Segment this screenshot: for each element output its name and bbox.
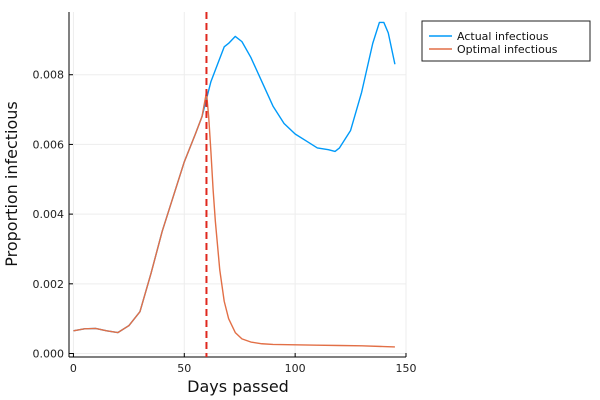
y-axis-title: Proportion infectious <box>2 101 21 266</box>
x-tick-label: 50 <box>177 362 191 375</box>
series-line-1 <box>73 91 395 348</box>
y-tick-label: 0.000 <box>33 348 65 361</box>
x-tick-labels: 0 50 100 150 <box>70 353 417 375</box>
legend-label-actual: Actual infectious <box>457 30 549 43</box>
series <box>73 21 396 348</box>
axes <box>68 12 406 358</box>
y-tick-label: 0.006 <box>33 138 65 151</box>
x-tick-label: 0 <box>70 362 77 375</box>
x-tick-label: 100 <box>285 362 306 375</box>
y-tick-label: 0.004 <box>33 208 65 221</box>
legend: Actual infectious Optimal infectious <box>421 20 591 62</box>
legend-box <box>421 20 591 62</box>
y-tick-label: 0.008 <box>33 69 65 82</box>
x-tick-label: 150 <box>396 362 417 375</box>
y-tick-label: 0.002 <box>33 278 65 291</box>
grid <box>69 12 407 357</box>
x-axis-title: Days passed <box>187 377 289 396</box>
legend-label-optimal: Optimal infectious <box>457 43 558 56</box>
series-line-0 <box>73 21 396 334</box>
y-tick-labels: 0.000 0.002 0.004 0.006 0.008 <box>33 69 73 361</box>
